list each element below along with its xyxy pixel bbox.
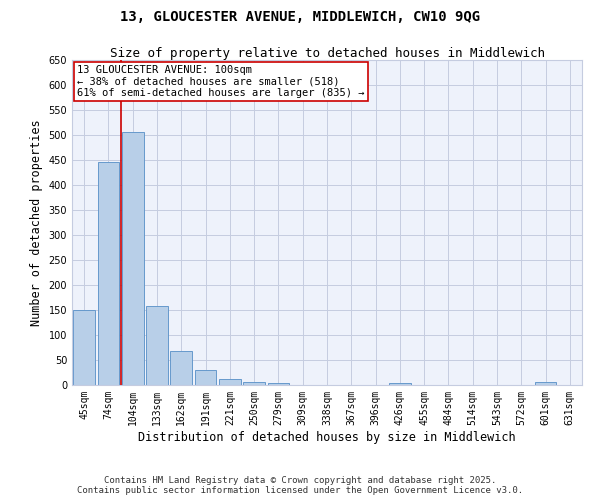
Bar [146,306,168,385]
Text: Contains HM Land Registry data © Crown copyright and database right 2025.
Contai: Contains HM Land Registry data © Crown c… [77,476,523,495]
Bar [389,382,411,385]
Bar [268,382,289,385]
Text: 13 GLOUCESTER AVENUE: 100sqm
← 38% of detached houses are smaller (518)
61% of s: 13 GLOUCESTER AVENUE: 100sqm ← 38% of de… [77,65,365,98]
Bar [97,162,119,385]
Bar [194,370,217,385]
Bar [170,351,192,385]
Title: Size of property relative to detached houses in Middlewich: Size of property relative to detached ho… [110,47,545,60]
Bar [219,378,241,385]
X-axis label: Distribution of detached houses by size in Middlewich: Distribution of detached houses by size … [138,430,516,444]
Bar [122,132,143,385]
Text: 13, GLOUCESTER AVENUE, MIDDLEWICH, CW10 9QG: 13, GLOUCESTER AVENUE, MIDDLEWICH, CW10 … [120,10,480,24]
Bar [73,310,95,385]
Bar [535,382,556,385]
Bar [243,382,265,385]
Y-axis label: Number of detached properties: Number of detached properties [30,119,43,326]
